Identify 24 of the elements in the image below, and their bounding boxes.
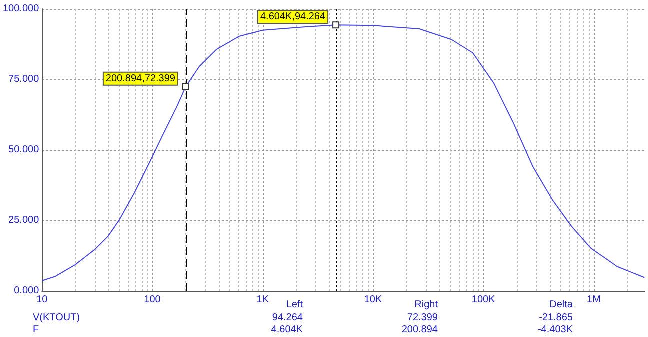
annotation: 200.894,72.399 [106,73,176,84]
x-tick-label: 10K [364,294,382,306]
x-tick-label: 100 [144,294,162,306]
text: 200.894 [402,324,438,336]
x-tick-label: 1M [587,294,601,306]
text: Left [286,300,304,310]
text: Delta [550,300,574,310]
text: -4.403K [538,324,574,336]
text: 94.264 [272,312,304,324]
annotation: 4.604K,94.264 [260,12,326,23]
x-tick-label: 100K [472,294,496,306]
text: V(KTOUT) [33,312,80,324]
text: 72.399 [407,312,438,324]
text: 4.604K [271,324,304,336]
y-tick-label: 25.000 [8,215,40,226]
y-tick-label: 0.000 [14,286,40,296]
text: Right [414,300,438,310]
y-tick-label: 100.000 [2,4,40,14]
x-tick-label: 10 [36,294,48,306]
x-tick-label: 1K [256,294,270,306]
y-tick-label: 50.000 [8,144,40,156]
text: F [33,324,40,336]
text: -21.865 [539,312,574,324]
y-tick-label: 75.000 [8,74,40,85]
